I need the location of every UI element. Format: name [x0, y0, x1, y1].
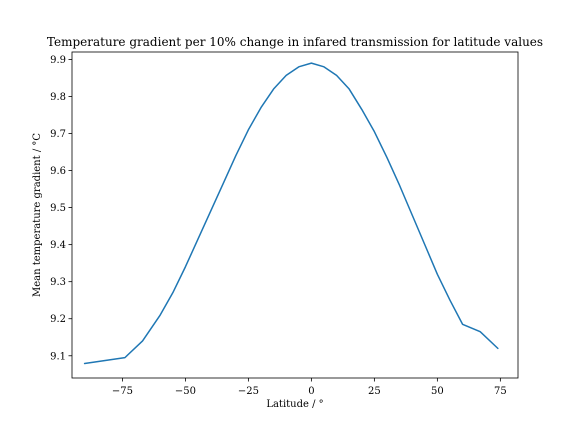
x-tick-label: −25 — [238, 386, 259, 397]
y-tick-label: 9.6 — [50, 166, 66, 177]
y-tick-label: 9.5 — [50, 203, 66, 214]
x-axis: −75 −50 −25 0 25 50 75 — [112, 378, 507, 397]
y-tick-label: 9.7 — [50, 129, 66, 140]
y-tick-label: 9.9 — [50, 55, 66, 66]
plot-area — [85, 63, 498, 363]
x-tick-label: 0 — [308, 386, 314, 397]
x-tick-label: 25 — [368, 386, 381, 397]
y-axis-label: Mean temperature gradient / °C — [32, 133, 43, 297]
x-axis-label: Latitude / ° — [266, 399, 323, 410]
x-tick-label: 50 — [431, 386, 444, 397]
y-tick-label: 9.3 — [50, 277, 66, 288]
x-tick-label: 75 — [494, 386, 507, 397]
y-axis: 9.1 9.2 9.3 9.4 9.5 9.6 9.7 9.8 9.9 — [50, 55, 72, 362]
plot-frame — [72, 52, 518, 378]
y-tick-label: 9.8 — [50, 92, 66, 103]
y-tick-label: 9.1 — [50, 351, 66, 362]
y-tick-label: 9.2 — [50, 314, 66, 325]
series-line — [85, 63, 498, 363]
x-tick-label: −75 — [112, 386, 133, 397]
x-tick-label: −50 — [175, 386, 196, 397]
chart-title: Temperature gradient per 10% change in i… — [47, 35, 543, 49]
y-tick-label: 9.4 — [50, 240, 66, 251]
